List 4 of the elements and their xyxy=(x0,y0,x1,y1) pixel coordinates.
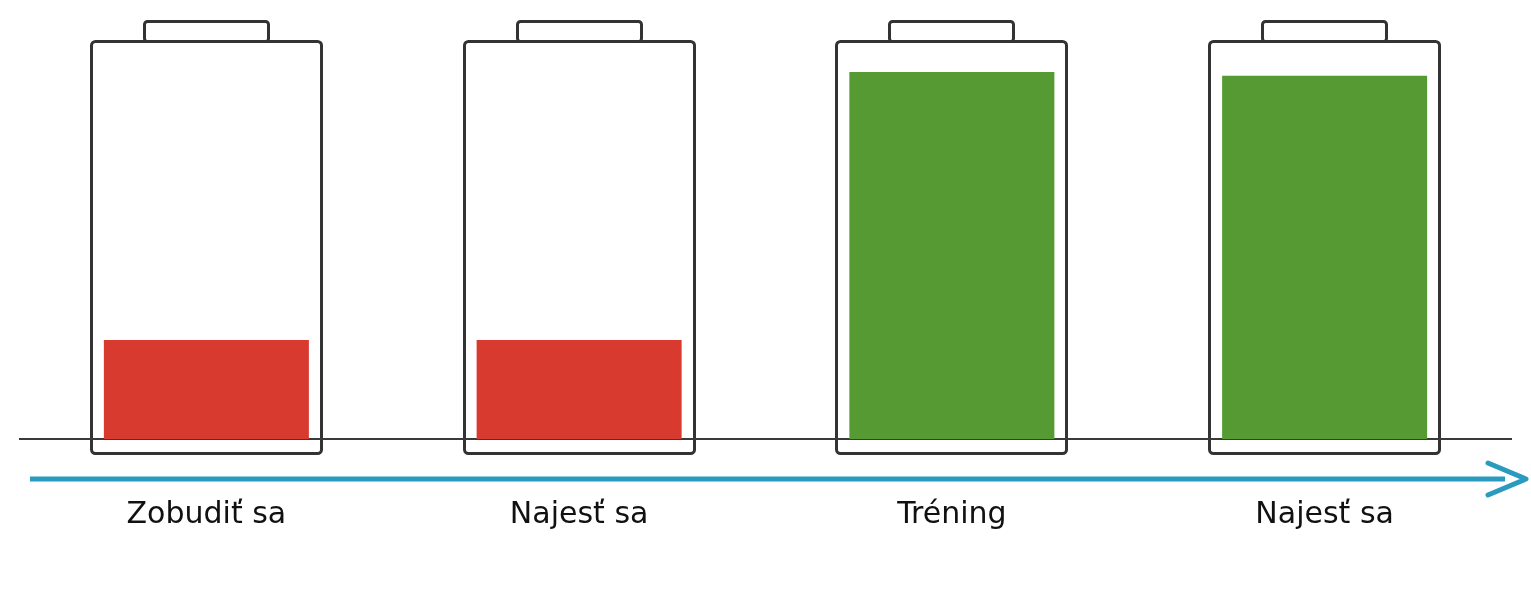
x-tick-label: Zobudiť sa xyxy=(126,494,287,530)
x-tick-label: Najesť sa xyxy=(1255,494,1394,530)
x-tick-label: Tréning xyxy=(896,494,1007,530)
x-tick-label: Najesť sa xyxy=(509,494,649,530)
